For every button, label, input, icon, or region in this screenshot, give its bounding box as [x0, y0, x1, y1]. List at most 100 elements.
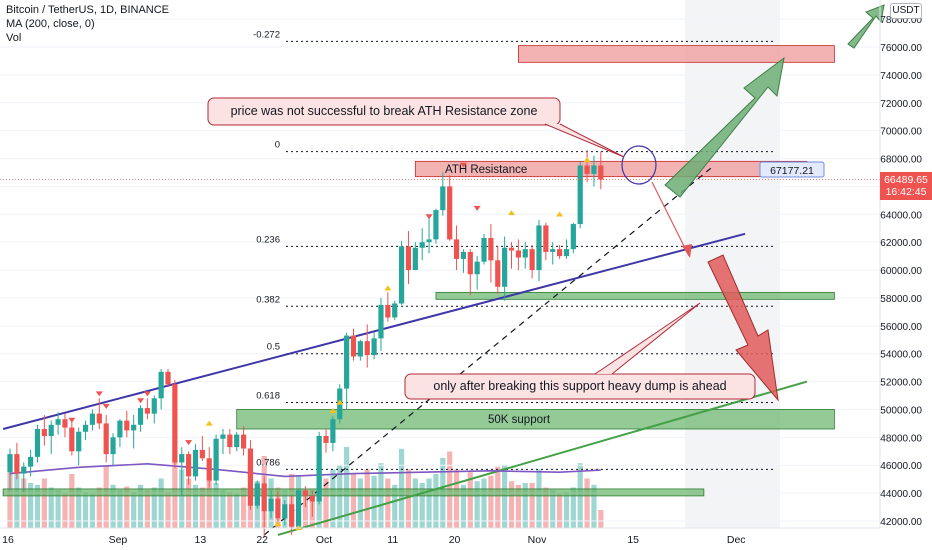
volume-bar — [364, 469, 370, 528]
volume-bar — [357, 478, 363, 528]
candle-body — [405, 246, 412, 271]
candle-body — [124, 420, 130, 431]
volume-bar — [234, 493, 240, 528]
fib-label: 0.618 — [256, 391, 280, 402]
volume-bar — [62, 493, 68, 528]
ma-indicator-label[interactable]: MA (200, close, 0) — [6, 18, 95, 30]
drop-arrow-line — [651, 181, 690, 257]
candle-body — [557, 249, 563, 257]
x-tick-label: 16 — [2, 534, 14, 546]
volume-bar — [550, 490, 556, 528]
currency-button[interactable]: USDT — [890, 3, 922, 19]
candle-body — [14, 454, 20, 474]
volume-bar — [186, 478, 192, 528]
candle-body — [34, 428, 41, 457]
volume-bar — [117, 490, 123, 528]
y-tick-label: 68000.00 — [880, 155, 922, 166]
pattern-marker — [556, 211, 564, 217]
volume-bar — [344, 447, 350, 528]
volume-bar — [124, 486, 130, 528]
candle-body — [460, 251, 467, 259]
candle-body — [206, 458, 212, 481]
candle-body — [261, 483, 267, 512]
candle-body — [137, 408, 144, 425]
volume-bar — [323, 478, 329, 528]
candle-body — [563, 249, 570, 257]
volume-bar — [21, 478, 27, 528]
pattern-marker — [329, 408, 337, 414]
volume-bar — [467, 472, 473, 528]
y-tick-label: 78000.00 — [880, 15, 922, 26]
callout-bottom-text: only after breaking this support heavy d… — [433, 379, 726, 393]
pattern-marker — [143, 391, 151, 397]
volume-bar — [137, 484, 144, 528]
candle-body — [570, 224, 576, 250]
candle-body — [89, 413, 96, 425]
candle-body — [21, 466, 27, 474]
bearish-arrow — [707, 254, 779, 402]
pattern-marker — [95, 391, 103, 397]
volume-bar — [337, 465, 343, 528]
candle-body — [419, 242, 425, 248]
x-tick-label: 11 — [387, 534, 398, 546]
x-tick-label: 15 — [627, 534, 639, 546]
volume-bar — [103, 465, 109, 528]
candle-body — [55, 419, 61, 425]
candle-body — [515, 250, 521, 258]
volume-bar — [515, 484, 521, 528]
candle-body — [41, 428, 47, 436]
candle-body — [371, 338, 377, 356]
candle-body — [234, 434, 240, 448]
x-tick-label: 22 — [256, 534, 268, 546]
candle-body — [453, 239, 460, 259]
volume-bar — [433, 474, 439, 528]
volume-bar — [412, 478, 418, 528]
candle-body — [275, 498, 281, 519]
callout-top-box — [207, 97, 561, 126]
volume-indicator-label[interactable]: Vol — [6, 32, 22, 44]
callout-top-text: price was not successful to break ATH Re… — [231, 104, 538, 118]
symbol-title: Bitcoin / TetherUS, 1D, BINANCE — [6, 4, 170, 16]
y-tick-label: 76000.00 — [880, 43, 922, 54]
volume-bar — [543, 487, 549, 528]
volume-bar — [398, 448, 405, 528]
candle-body — [117, 420, 123, 438]
x-tick-label: Sep — [109, 534, 128, 546]
volume-bar — [41, 478, 47, 528]
candle-body — [96, 413, 102, 424]
candle-body — [392, 303, 398, 318]
y-tick-label: 70000.00 — [880, 127, 922, 138]
callout-top-pointer — [544, 123, 625, 158]
volume-bar — [172, 442, 178, 528]
volume-bar — [34, 484, 41, 528]
volume-bar — [165, 492, 171, 528]
zone-support-44k — [2, 488, 705, 497]
y-tick-label: 64000.00 — [880, 210, 922, 221]
candle-body — [398, 246, 405, 304]
candle-body — [302, 490, 309, 496]
fib-label: 0.236 — [256, 234, 280, 245]
candle-body — [220, 434, 226, 439]
candle-body — [172, 384, 178, 463]
candle-body — [131, 424, 137, 431]
volume-bar — [206, 478, 212, 528]
volume-bar — [563, 492, 570, 528]
candle-body — [330, 419, 336, 443]
candle-body — [508, 247, 515, 251]
pattern-marker — [425, 214, 433, 220]
candle-body — [364, 341, 370, 356]
candle-body — [82, 424, 89, 432]
candle-body — [316, 435, 322, 502]
candle-body — [350, 335, 357, 357]
candle-body — [199, 449, 205, 459]
last-price-value: 66489.65 — [884, 173, 928, 186]
candle-body — [282, 504, 288, 519]
callout-bottom-pointer — [594, 302, 701, 375]
drop-arrow-head — [682, 244, 692, 258]
volume-bar — [220, 490, 226, 528]
volume-bar — [48, 487, 54, 528]
volume-bar — [508, 481, 515, 528]
zone-support-50k — [236, 409, 835, 430]
candle-body — [536, 225, 542, 271]
